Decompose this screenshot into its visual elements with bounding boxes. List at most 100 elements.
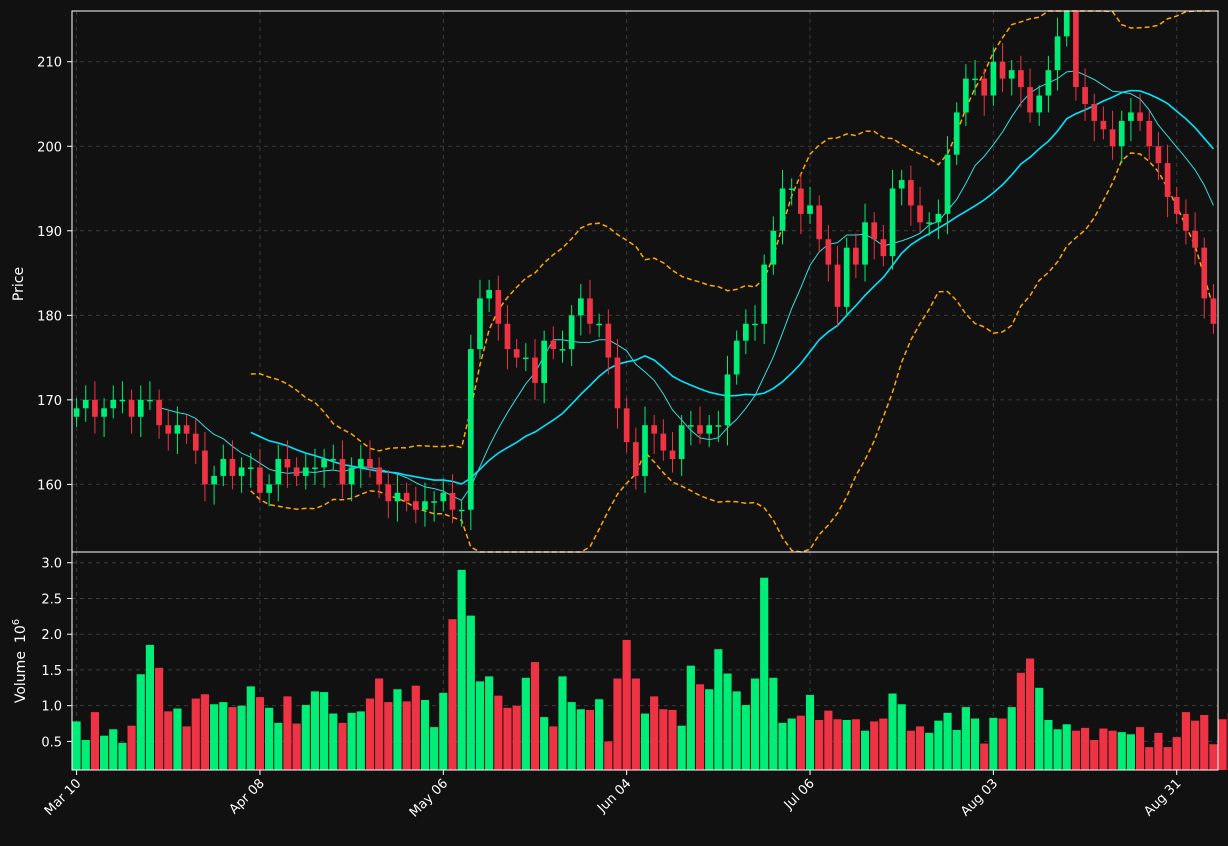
volume-bar [1008,707,1016,770]
volume-axis-label: Volume106 [11,619,29,703]
candle-body [220,459,226,476]
candle-body [312,467,318,469]
volume-bar [274,723,282,770]
volume-bar [293,724,301,770]
price-tick-label: 170 [37,394,62,409]
candle-body [862,222,868,264]
candle-body [440,493,446,501]
volume-bar [1072,731,1080,770]
candle-body [376,467,382,484]
volume-bar [586,710,594,770]
candle-body [660,434,666,451]
candle-body [844,248,850,307]
volume-bar [1081,728,1089,770]
candle-body [1064,11,1070,36]
candle-body [871,222,877,239]
candle-body [110,400,116,408]
volume-bar [595,699,603,770]
candle-body [184,425,190,433]
candle-body [266,484,272,492]
candle-body [816,205,822,239]
volume-bar [384,702,392,770]
candle-body [917,205,923,222]
volume-bar [641,714,649,770]
candle-body [651,425,657,433]
candle-body [835,265,841,307]
volume-bar [375,679,383,770]
volume-axis-label-text: Volume [13,651,29,703]
candle-body [1201,248,1207,299]
candle-body [1101,121,1107,129]
candle-body [349,467,355,484]
candle-body [1018,70,1024,87]
volume-bar [687,666,695,770]
candle-body [1055,36,1061,70]
candle-body [404,493,410,501]
volume-bar [476,681,484,770]
candle-body [193,434,199,451]
volume-bar [1118,732,1126,770]
volume-bar [943,713,951,770]
volume-bar [659,709,667,770]
volume-bar [714,649,722,770]
volume-bar [558,676,566,770]
candle-body [459,510,465,512]
volume-bar [302,705,310,770]
candle-body [615,358,621,409]
candle-body [1137,112,1143,120]
candle-body [248,467,254,469]
candle-body [881,239,887,256]
volume-tick-label: 1.0 [41,700,62,715]
volume-bar [118,743,126,770]
candle-body [340,459,346,484]
volume-bar [100,736,108,770]
candle-body [798,189,804,214]
volume-bar [907,731,915,770]
candle-body [780,189,786,231]
volume-bar [458,570,466,770]
volume-bar [971,719,979,770]
volume-bar [980,744,988,770]
candle-body [587,298,593,323]
candle-body [679,425,685,459]
candle-body [578,298,584,315]
volume-tick-label: 3.0 [41,557,62,572]
candle-body [1009,70,1015,78]
volume-tick-label: 1.5 [41,664,62,679]
volume-bar [1182,712,1190,770]
volume-bar [164,711,172,770]
candle-body [211,476,217,484]
candle-body [367,459,373,467]
candle-body [239,467,245,475]
candle-body [569,315,575,349]
candle-body [596,324,602,326]
volume-bar [742,705,750,770]
candle-body [450,493,456,510]
volume-bar [357,711,365,770]
volume-bar [668,710,676,770]
candle-body [514,349,520,357]
volume-bar [91,712,99,770]
volume-bar [412,686,420,770]
volume-bar [366,699,374,770]
candle-body [853,248,859,265]
volume-bar [962,707,970,770]
candle-body [138,400,144,417]
volume-bar [238,706,246,770]
candle-body [330,459,336,461]
volume-bar [870,721,878,770]
volume-bar [1154,733,1162,770]
candle-body [156,400,162,425]
candle-body [716,425,722,427]
volume-bar [247,686,255,770]
candle-body [385,484,391,501]
volume-bar [430,727,438,770]
volume-bar [283,696,291,770]
candle-body [1165,163,1171,197]
candle-body [165,425,171,433]
volume-bar [806,695,814,770]
candle-body [175,425,181,433]
volume-bar [934,721,942,770]
volume-bar [1063,724,1071,770]
candle-body [257,467,263,492]
